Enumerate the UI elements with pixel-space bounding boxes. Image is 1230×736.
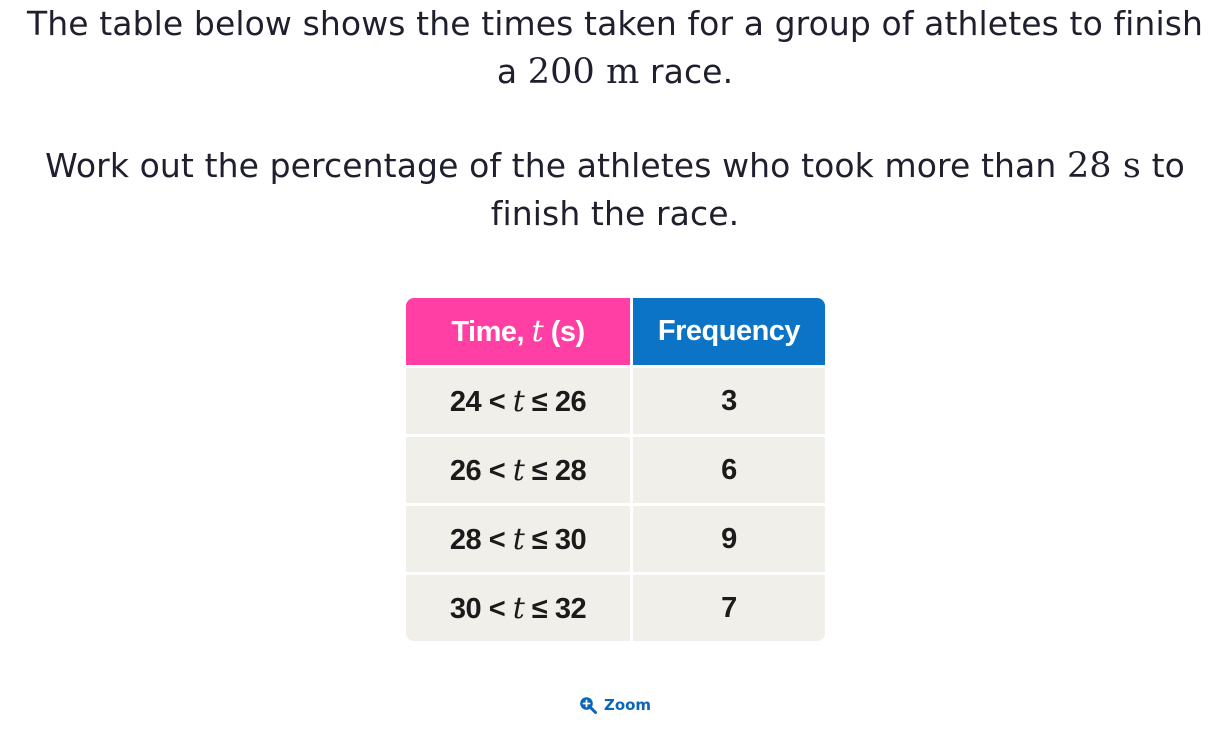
frequency-table-grid: Time, t (s) Frequency 24 < t ≤ 26 3 26 <…	[406, 298, 825, 641]
table-header-row: Time, t (s) Frequency	[406, 298, 825, 365]
header-frequency: Frequency	[633, 298, 825, 365]
header-time-prefix: Time,	[451, 316, 532, 348]
less-than-symbol: <	[481, 385, 513, 418]
frequency-cell: 9	[633, 503, 825, 572]
table-row: 30 < t ≤ 32 7	[406, 572, 825, 641]
distance-value: 200	[527, 52, 595, 92]
question-line-2-suffix: race.	[639, 52, 734, 91]
question-line-2-prefix: a	[496, 52, 528, 91]
less-equal-symbol: ≤	[524, 454, 555, 487]
interval-var: t	[512, 590, 525, 626]
frequency-cell: 7	[633, 572, 825, 641]
interval-upper: 26	[554, 385, 587, 418]
zoom-label: Zoom	[603, 696, 652, 714]
header-time-var: t	[531, 314, 544, 349]
interval-var: t	[512, 521, 525, 557]
table-row: 24 < t ≤ 26 3	[406, 365, 825, 434]
question-line-3: Work out the percentage of the athletes …	[0, 142, 1230, 190]
less-than-symbol: <	[481, 454, 513, 487]
time-unit: s	[1111, 146, 1141, 186]
header-time: Time, t (s)	[406, 298, 633, 365]
question-line-4: finish the race.	[490, 194, 740, 233]
table-row: 26 < t ≤ 28 6	[406, 434, 825, 503]
less-than-symbol: <	[481, 523, 513, 556]
time-interval-cell: 26 < t ≤ 28	[406, 434, 633, 503]
time-value: 28	[1066, 146, 1112, 186]
time-interval-cell: 30 < t ≤ 32	[406, 572, 633, 641]
header-time-unit: (s)	[543, 316, 585, 348]
time-interval-cell: 24 < t ≤ 26	[406, 365, 633, 434]
time-interval-cell: 28 < t ≤ 30	[406, 503, 633, 572]
question-intro: The table below shows the times taken fo…	[0, 0, 1230, 96]
interval-lower: 30	[449, 592, 482, 625]
less-equal-symbol: ≤	[524, 523, 555, 556]
interval-upper: 30	[554, 523, 587, 556]
interval-upper: 28	[554, 454, 587, 487]
question-task: Work out the percentage of the athletes …	[0, 142, 1230, 238]
frequency-cell: 6	[633, 434, 825, 503]
question-line-1: The table below shows the times taken fo…	[26, 4, 1204, 43]
distance-unit: m	[594, 52, 640, 92]
less-equal-symbol: ≤	[524, 385, 555, 418]
question-line-3-suffix: to	[1140, 146, 1185, 185]
less-equal-symbol: ≤	[524, 592, 555, 625]
frequency-cell: 3	[633, 365, 825, 434]
interval-lower: 24	[449, 385, 482, 418]
interval-lower: 28	[449, 523, 482, 556]
zoom-button[interactable]: Zoom	[0, 696, 1230, 714]
less-than-symbol: <	[481, 592, 513, 625]
question-line-3-prefix: Work out the percentage of the athletes …	[45, 146, 1067, 185]
interval-var: t	[512, 452, 525, 488]
interval-lower: 26	[449, 454, 482, 487]
table-row: 28 < t ≤ 30 9	[406, 503, 825, 572]
frequency-table: Time, t (s) Frequency 24 < t ≤ 26 3 26 <…	[406, 298, 825, 641]
interval-var: t	[512, 383, 525, 419]
zoom-in-icon	[579, 696, 597, 714]
question-line-2: a 200 m race.	[0, 48, 1230, 96]
interval-upper: 32	[554, 592, 587, 625]
